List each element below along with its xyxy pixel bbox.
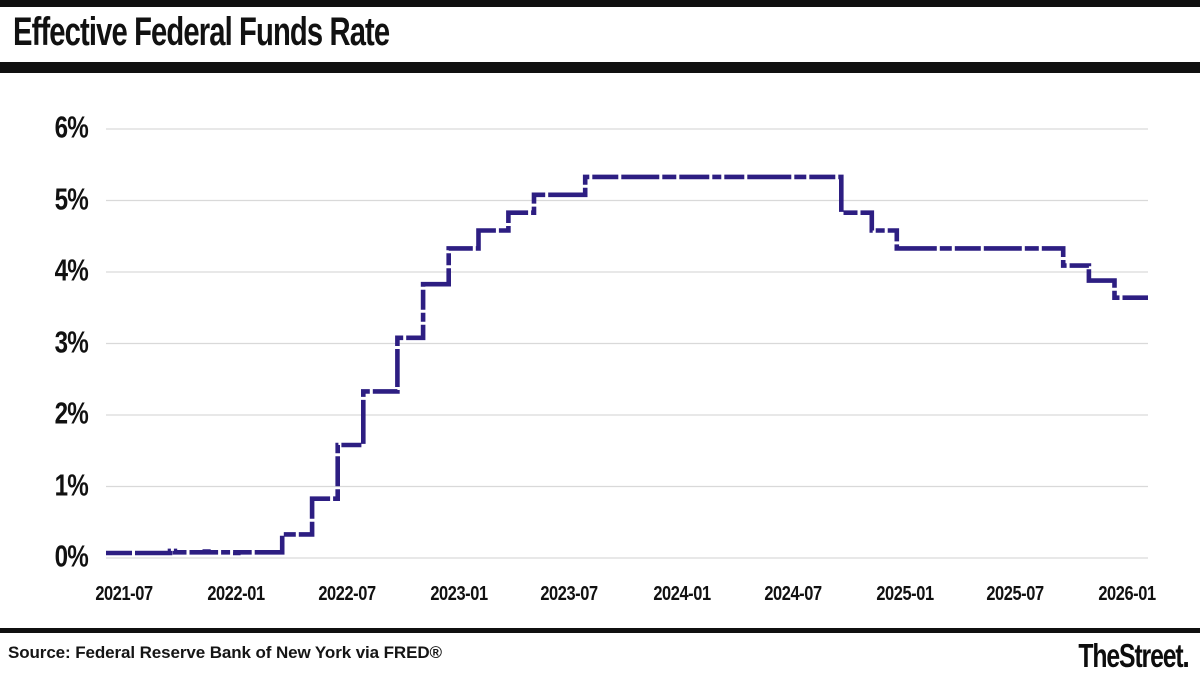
thestreet-logo: TheStreet <box>1079 637 1188 675</box>
y-tick-label: 3% <box>54 324 89 360</box>
y-tick-label: 6% <box>54 109 89 145</box>
top-rule <box>0 0 1200 7</box>
x-tick-label: 2025-07 <box>986 583 1044 605</box>
y-tick-label: 5% <box>54 181 89 217</box>
y-tick-label: 4% <box>54 252 89 288</box>
y-tick-label: 2% <box>54 395 89 431</box>
x-tick-label: 2026-01 <box>1098 583 1157 605</box>
x-tick-label: 2025-01 <box>876 583 934 605</box>
y-tick-label: 1% <box>54 467 89 503</box>
x-tick-label: 2023-01 <box>430 583 488 605</box>
x-tick-label: 2022-01 <box>207 583 266 605</box>
thestreet-wordmark: TheStreet <box>1078 637 1184 674</box>
footer-rule <box>0 628 1200 633</box>
y-tick-label: 0% <box>54 538 89 574</box>
rate-line <box>106 174 1148 556</box>
source-credit: Source: Federal Reserve Bank of New York… <box>8 643 442 662</box>
x-tick-label: 2024-01 <box>652 583 711 605</box>
page-title: Effective Federal Funds Rate <box>13 10 390 54</box>
x-tick-label: 2023-07 <box>540 583 599 605</box>
logo-dot <box>1184 662 1188 667</box>
x-tick-label: 2024-07 <box>763 583 822 605</box>
title-rule <box>0 62 1200 73</box>
x-tick-label: 2021-07 <box>95 583 154 605</box>
x-tick-label: 2022-07 <box>318 583 376 605</box>
